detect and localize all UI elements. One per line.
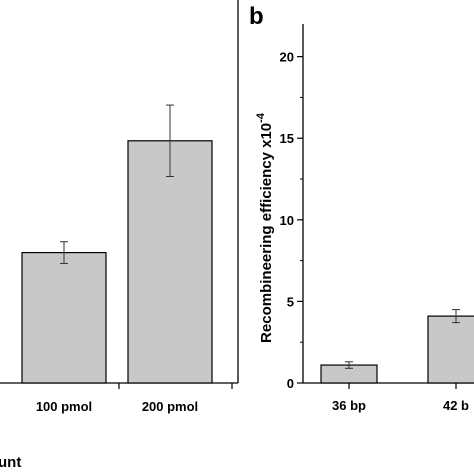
panel-b-label: b <box>249 3 264 30</box>
panel-a-x-tick-label-2: 200 pmol <box>142 399 198 414</box>
panel-b-y-tick-label-0: 0 <box>287 376 294 391</box>
panel-a-x-axis-title: unt <box>0 454 21 471</box>
panel-b-y-axis-title: Recombineering efficiency x10-4 <box>255 112 275 343</box>
panel-b-y-tick-label-2: 10 <box>280 213 294 228</box>
panel-a: 100 pmol 200 pmol unt <box>0 0 239 471</box>
panel-a-bar-2 <box>127 140 213 384</box>
panel-b-y-tick-label-3: 15 <box>280 131 294 146</box>
panel-b-bar-1 <box>427 315 474 384</box>
panel-b-y-tick-label-1: 5 <box>287 294 294 309</box>
panel-b-x-tick-label-1: 42 b <box>443 398 469 413</box>
panel-a-bar-1 <box>21 251 107 384</box>
panel-b-x-tick-label-0: 36 bp <box>332 398 366 413</box>
panel-b-y-tick-label-4: 20 <box>280 50 294 65</box>
panel-a-x-tick-label-1: 100 pmol <box>36 399 92 414</box>
panel-b: b 0 5 10 15 20 36 bp 42 b Recombineering effi… <box>249 3 474 413</box>
